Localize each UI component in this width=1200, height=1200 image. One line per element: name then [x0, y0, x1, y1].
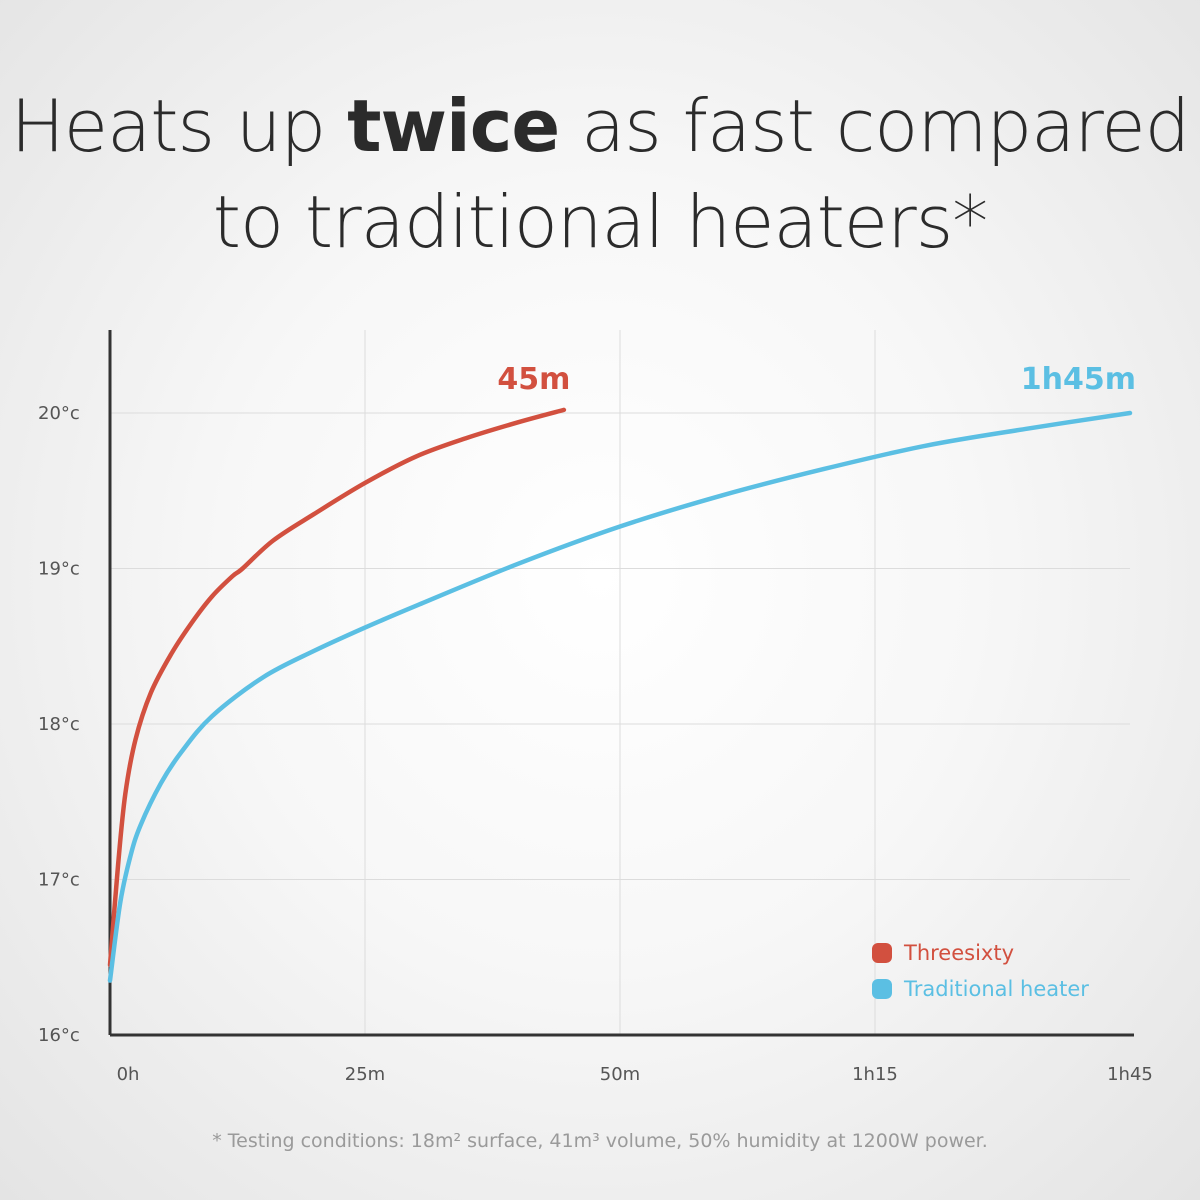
y-tick-label: 17°c: [38, 870, 80, 891]
x-tick-label: 50m: [600, 1064, 640, 1085]
title-line-2: to traditional heaters*: [212, 180, 988, 264]
threesixty-line: [107, 407, 567, 968]
y-tick-label: 20°c: [38, 403, 80, 424]
axis-layer: [108, 330, 1134, 1037]
y-tick-label: 16°c: [38, 1025, 80, 1046]
testing-conditions-footnote: * Testing conditions: 18m² surface, 41m³…: [212, 1130, 988, 1152]
x-tick-label: 1h15: [852, 1064, 898, 1085]
title-emphasis: twice: [347, 84, 560, 168]
title-text-start: Heats up: [10, 84, 348, 168]
label-layer: 16°c 17°c 18°c 19°c 20°c 0h 25m 50m 1h15 1h45 45m 1…: [38, 362, 1153, 1085]
threesixty-legend-label: Threesixty: [903, 941, 1014, 965]
title-line-1: Heats up twice as fast compared: [0, 78, 1200, 174]
chart-title: Heats up twice as fast compared to tradi…: [0, 78, 1200, 270]
y-tick-label: 18°c: [38, 714, 80, 735]
traditional-heater-legend-label: Traditional heater: [903, 977, 1089, 1001]
traditional-heater-end-label: 1h45m: [1021, 362, 1136, 397]
threesixty-legend-swatch: [872, 943, 892, 963]
x-tick-label: 1h45: [1107, 1064, 1153, 1085]
x-tick-label: 25m: [345, 1064, 385, 1085]
threesixty-end-label: 45m: [497, 362, 570, 397]
series-layer: [107, 407, 1133, 983]
grid-layer: [110, 330, 1130, 1035]
traditional-heater-line: [107, 410, 1133, 983]
traditional-heater-legend-swatch: [872, 979, 892, 999]
y-tick-label: 19°c: [38, 559, 80, 580]
title-text-end: as fast compared: [559, 84, 1190, 168]
x-tick-label: 0h: [117, 1064, 140, 1085]
legend: Threesixty Traditional heater: [872, 941, 1089, 1001]
